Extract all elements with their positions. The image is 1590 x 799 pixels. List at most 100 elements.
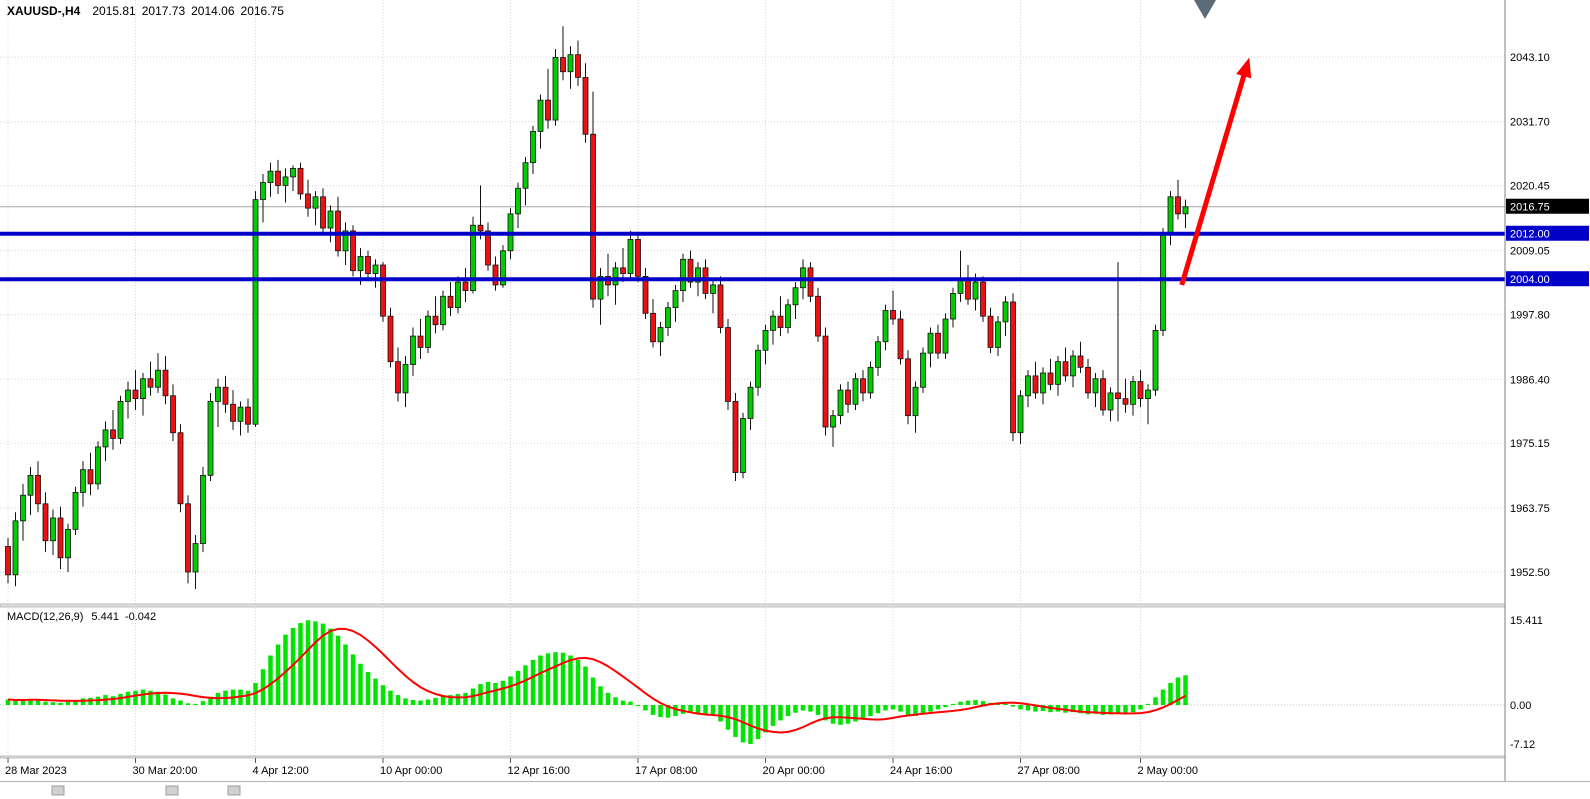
candle-up bbox=[957, 278, 964, 294]
macd-axis-label: 15.411 bbox=[1510, 615, 1543, 627]
time-axis-label: 4 Apr 12:00 bbox=[253, 765, 309, 777]
candle-down bbox=[642, 275, 649, 314]
ohlc-high-value: 2017.73 bbox=[141, 4, 186, 18]
scrollbar-mark[interactable] bbox=[51, 785, 65, 796]
candle-up bbox=[455, 281, 461, 309]
macd-hist-bar bbox=[613, 697, 618, 705]
macd-hist-bar bbox=[980, 701, 986, 705]
macd-hist-bar bbox=[973, 700, 978, 705]
candle-up bbox=[1002, 301, 1009, 323]
candle-up bbox=[852, 378, 859, 405]
macd-hist-bar bbox=[643, 705, 648, 711]
trend-arrow[interactable] bbox=[1179, 57, 1252, 286]
price-axis-label: 2009.05 bbox=[1510, 246, 1550, 258]
macd-hist-bar bbox=[245, 690, 251, 705]
macd-hist-bar bbox=[935, 705, 941, 710]
macd-hist-bar bbox=[178, 700, 183, 705]
macd-hist-bar bbox=[440, 696, 446, 705]
macd-hist-bar bbox=[583, 666, 588, 705]
macd-hist-bar bbox=[1025, 705, 1031, 711]
candle-down bbox=[492, 264, 499, 286]
macd-hist-bar bbox=[755, 705, 761, 740]
time-axis-label: 24 Apr 16:00 bbox=[890, 765, 952, 777]
candle-up bbox=[627, 239, 634, 274]
macd-hist-bar bbox=[770, 705, 776, 726]
macd-hist-bar bbox=[28, 698, 33, 705]
candle-up bbox=[1160, 233, 1166, 331]
price-axis-label: 2020.45 bbox=[1510, 181, 1550, 193]
candle-down bbox=[87, 469, 94, 485]
macd-hist-bar bbox=[598, 686, 603, 705]
bottom-scrollbar[interactable] bbox=[0, 781, 1590, 796]
macd-hist-bar bbox=[928, 705, 933, 712]
macd-hist-bar bbox=[778, 705, 783, 721]
current-price-badge-text: 2016.75 bbox=[1510, 202, 1550, 214]
candle-down bbox=[620, 267, 626, 274]
candle-up bbox=[200, 474, 206, 544]
macd-hist-bar bbox=[508, 676, 513, 705]
candle-down bbox=[935, 332, 941, 354]
panel-divider[interactable] bbox=[0, 603, 1590, 608]
macd-hist-bar bbox=[110, 696, 116, 705]
candle-down bbox=[590, 133, 596, 300]
scrollbar-mark[interactable] bbox=[165, 785, 179, 796]
macd-hist-bar bbox=[50, 702, 56, 705]
price-axis-label: 1986.40 bbox=[1510, 374, 1550, 386]
macd-hist-bar bbox=[328, 628, 333, 705]
candle-down bbox=[905, 358, 911, 417]
macd-hist-bar bbox=[710, 705, 716, 715]
candle-up bbox=[537, 99, 544, 132]
macd-hist-bar bbox=[500, 680, 506, 705]
time-axis-label: 27 Apr 08:00 bbox=[1018, 765, 1080, 777]
candle-down bbox=[110, 429, 116, 439]
candle-up bbox=[27, 474, 34, 496]
macd-hist-bar bbox=[545, 653, 551, 705]
candle-down bbox=[485, 230, 491, 266]
candle-down bbox=[477, 224, 484, 232]
candle-up bbox=[597, 275, 604, 300]
price-axis: 2043.10 2031.70 2020.45 2009.05 1997.80 1986.… bbox=[1504, 0, 1590, 781]
candle-up bbox=[680, 258, 686, 291]
candle-up bbox=[762, 329, 769, 351]
macd-hist-bar bbox=[275, 644, 281, 705]
macd-hist-bar bbox=[860, 705, 866, 719]
time-axis-label: 12 Apr 16:00 bbox=[508, 765, 570, 777]
candle-down bbox=[432, 315, 439, 326]
macd-hist-bar bbox=[380, 685, 386, 705]
candle-up bbox=[657, 327, 664, 343]
macd-hist-bar bbox=[1040, 705, 1046, 712]
level-price-badge: 2004.00 bbox=[1506, 271, 1589, 287]
candle-down bbox=[1085, 366, 1091, 394]
candle-down bbox=[57, 517, 64, 559]
candle-up bbox=[1070, 355, 1076, 377]
macd-hist-bar bbox=[1108, 705, 1113, 715]
candle-down bbox=[860, 378, 866, 394]
down-pointer-marker bbox=[1194, 0, 1216, 19]
scrollbar-mark[interactable] bbox=[227, 785, 241, 796]
macd-hist-bar bbox=[1153, 697, 1158, 705]
candle-up bbox=[1107, 392, 1114, 411]
candle-down bbox=[222, 386, 229, 405]
macd-hist-bar bbox=[185, 703, 191, 705]
trend-arrow-shaft[interactable] bbox=[1179, 65, 1250, 286]
macd-hist-bar bbox=[1160, 689, 1166, 705]
macd-hist-bar bbox=[605, 692, 611, 705]
macd-hist-bar bbox=[20, 700, 26, 705]
macd-hist-bar bbox=[118, 694, 123, 705]
candle-down bbox=[350, 230, 356, 272]
macd-panel bbox=[0, 620, 1505, 745]
candle-up bbox=[522, 162, 529, 189]
candle-down bbox=[725, 327, 731, 402]
candle-down bbox=[5, 546, 11, 576]
candle-up bbox=[612, 267, 619, 286]
macd-hist-bar bbox=[1085, 705, 1091, 715]
macd-hist-bar bbox=[313, 621, 318, 705]
candle-down bbox=[380, 264, 386, 317]
macd-hist-bar bbox=[335, 635, 341, 705]
macd-hist-bar bbox=[133, 690, 138, 705]
time-axis-divider bbox=[0, 755, 1590, 759]
macd-hist-bar bbox=[403, 698, 408, 705]
candle-down bbox=[42, 503, 49, 542]
candle-up bbox=[1055, 361, 1061, 385]
